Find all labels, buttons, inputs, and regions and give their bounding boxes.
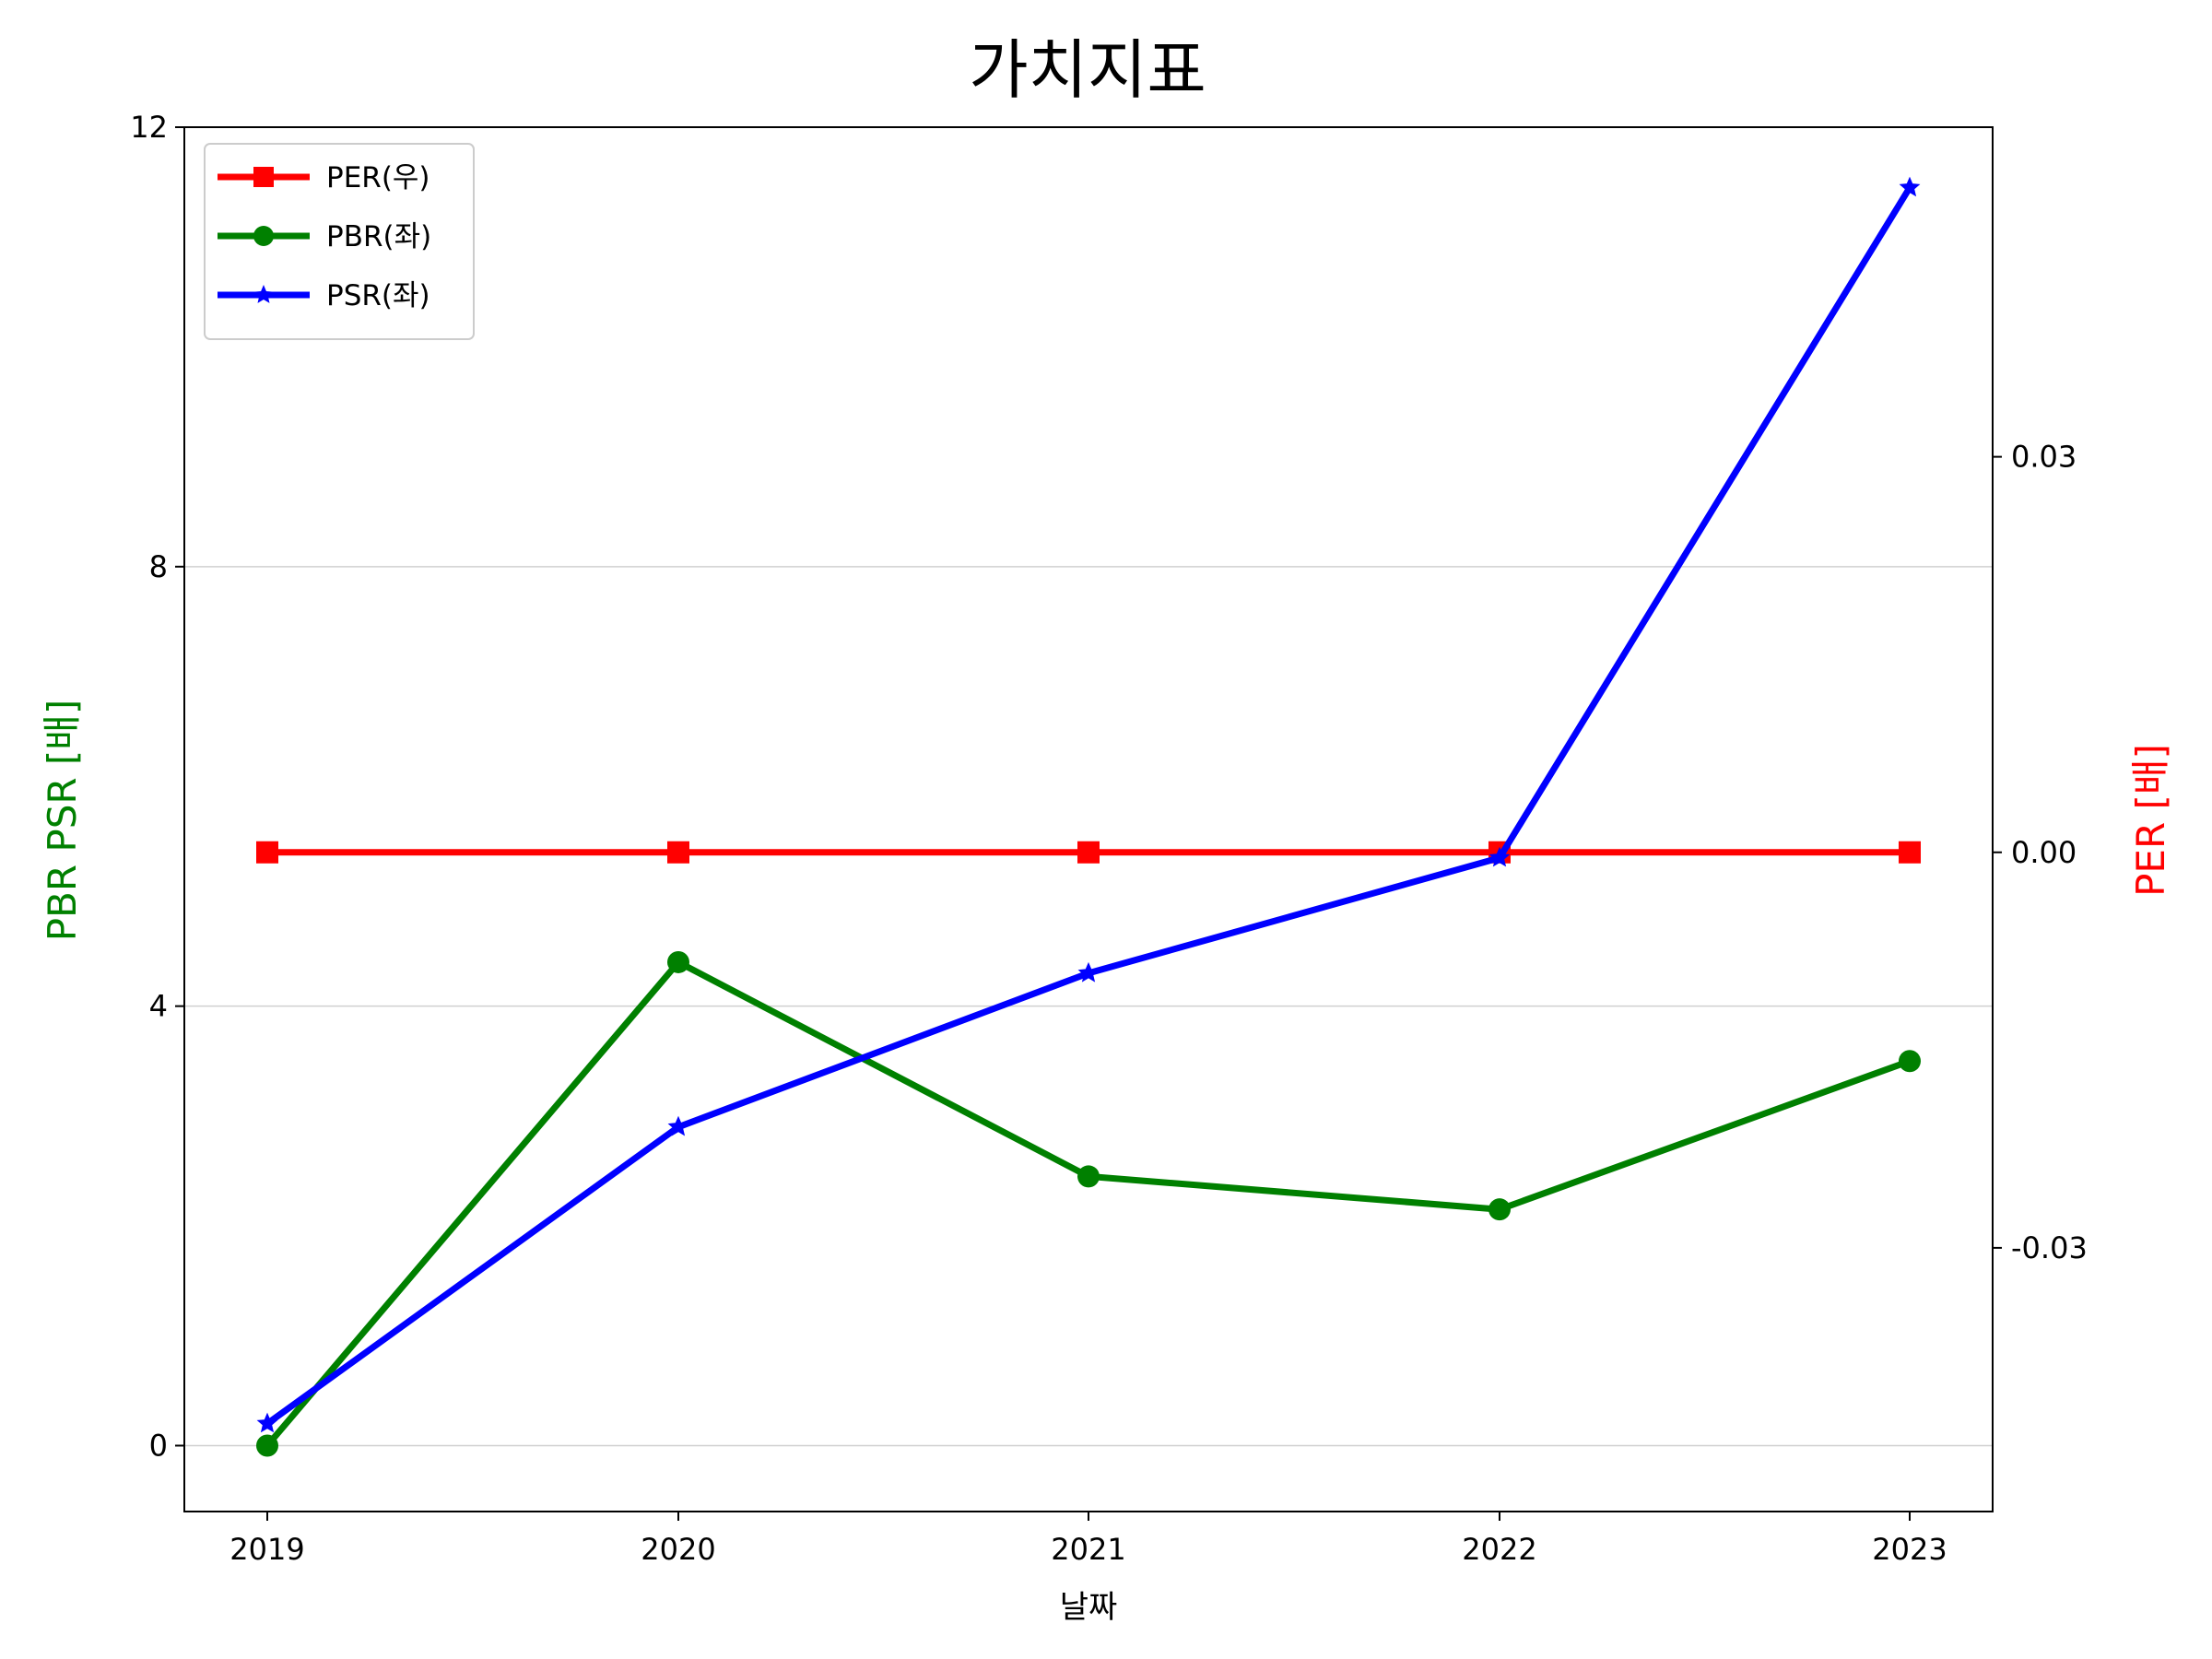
data-point (667, 1115, 689, 1136)
left-tick-label: 0 (149, 1428, 168, 1463)
right-tick-label: 0.03 (2011, 440, 2077, 475)
left-tick-label: 12 (130, 110, 168, 145)
x-tick-label: 2020 (641, 1532, 715, 1567)
left-tick-label: 8 (149, 549, 168, 584)
legend-box (204, 143, 475, 340)
data-point (1899, 176, 1921, 197)
right-tick-label: 0.00 (2011, 835, 2077, 870)
x-tick-label: 2021 (1051, 1532, 1125, 1567)
legend-swatch-marker (253, 226, 274, 246)
left-axis: 0 4 8 12 (130, 110, 184, 1463)
legend-swatch-marker (253, 167, 274, 187)
right-axis-label: PER [배] (2128, 744, 2173, 897)
x-axis: 2019 2020 2021 2022 2023 (229, 1512, 1947, 1567)
series-PER(우) (256, 841, 1921, 864)
legend-swatch-marker (253, 285, 274, 303)
legend-label: PBR(좌) (326, 220, 431, 253)
left-tick-label: 4 (149, 989, 168, 1024)
right-axis: 0.03 0.00 -0.03 (1993, 440, 2088, 1265)
data-point (1899, 841, 1921, 864)
series-PBR(좌) (256, 950, 1921, 1457)
series-PSR(좌) (256, 176, 1921, 1433)
data-point (256, 1412, 278, 1433)
chart-title: 가치지표 (969, 32, 1206, 108)
legend-label: PSR(좌) (326, 279, 430, 312)
right-tick-label: -0.03 (2011, 1230, 2088, 1265)
data-point (256, 841, 278, 864)
data-point (667, 950, 689, 973)
grid (184, 566, 1993, 1447)
data-point (1488, 1198, 1511, 1221)
data-point (667, 841, 689, 864)
x-axis-label: 날짜 (1060, 1589, 1118, 1626)
x-tick-label: 2022 (1462, 1532, 1536, 1567)
data-point (1077, 961, 1100, 982)
data-point (1488, 846, 1511, 867)
left-axis-label: PBR PSR [배] (40, 700, 85, 942)
data-point (1077, 841, 1100, 864)
legend: PER(우) PBR(좌) PSR(좌) (204, 143, 475, 340)
data-point (256, 1434, 278, 1457)
data-point (1077, 1165, 1100, 1188)
series-layer (256, 176, 1921, 1457)
data-point (1899, 1050, 1921, 1073)
x-tick-label: 2023 (1872, 1532, 1947, 1567)
x-tick-label: 2019 (229, 1532, 304, 1567)
legend-label: PER(우) (326, 161, 430, 194)
